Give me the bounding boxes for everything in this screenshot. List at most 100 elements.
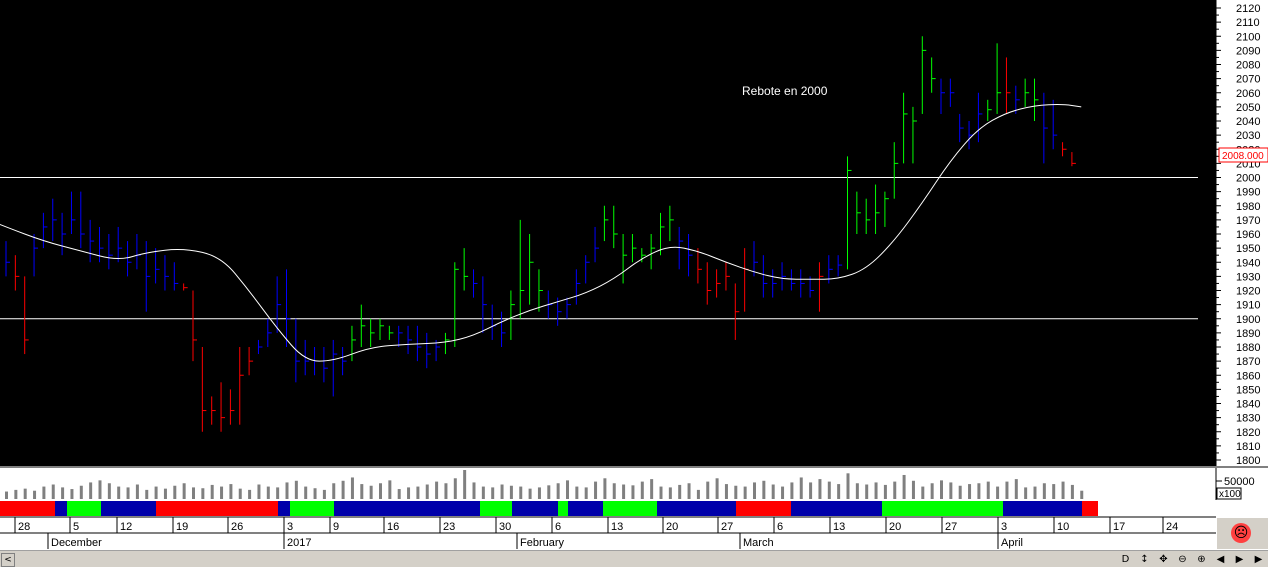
ohlc-bar [772, 269, 777, 298]
horizontal-scrollbar[interactable]: < [0, 550, 1116, 567]
y-tick-label: 2060 [1236, 88, 1260, 100]
volume-bar [799, 477, 803, 499]
volume-bar [668, 487, 672, 499]
ohlc-bar [454, 262, 459, 347]
toolbar-right-arrow-icon[interactable]: ▶ [1235, 553, 1244, 565]
volume-bar [98, 480, 102, 499]
month-label: 2017 [287, 537, 311, 549]
volume-bar [14, 489, 18, 499]
volume-bar [369, 485, 373, 499]
ohlc-bar [108, 234, 113, 270]
date-day-label: 17 [1113, 521, 1125, 533]
volume-bar [865, 484, 869, 499]
volume-bar [734, 485, 738, 499]
ohlc-bar [697, 248, 702, 284]
ohlc-bar [360, 304, 366, 347]
ohlc-bar [790, 269, 796, 291]
ohlc-bar [342, 347, 347, 376]
volume-bar [154, 486, 158, 499]
ohlc-bar [594, 226, 600, 263]
toolbar-d-button[interactable]: D [1121, 553, 1130, 565]
volume-bar [893, 481, 897, 499]
ohlc-bar [622, 234, 628, 284]
ohlc-bar [388, 325, 394, 340]
ohlc-bar [1034, 78, 1039, 121]
ohlc-bar [893, 142, 899, 199]
band-segment [0, 501, 55, 516]
ohlc-bar [211, 396, 216, 425]
date-day-label: 19 [176, 521, 188, 533]
volume-bar [407, 487, 411, 499]
volume-bar [724, 484, 728, 499]
band-segment [278, 501, 290, 516]
ohlc-bar [127, 241, 132, 277]
ohlc-bar [473, 269, 478, 298]
month-label: February [520, 537, 565, 549]
date-day-label: 12 [120, 521, 132, 533]
ohlc-bar [875, 184, 880, 234]
toolbar-scale-icon[interactable]: ↕ [1140, 553, 1149, 565]
volume-bar [201, 488, 205, 499]
ohlc-bar [940, 78, 945, 114]
volume-bar [659, 486, 663, 499]
date-day-label: 6 [555, 521, 561, 533]
ohlc-bar [1062, 142, 1067, 157]
volume-bar [921, 486, 925, 499]
ohlc-bar [286, 269, 291, 347]
volume-bar [126, 487, 130, 499]
toolbar-zoom-in-icon[interactable]: ⊕ [1197, 553, 1206, 565]
y-tick-label: 1820 [1236, 427, 1260, 439]
y-tick-label: 2110 [1236, 17, 1260, 29]
toolbar-zoom-out-icon[interactable]: ⊖ [1178, 553, 1187, 565]
date-day-label: 24 [1166, 521, 1178, 533]
ohlc-bar [977, 92, 983, 143]
chart-toolbar: D ↕ ✥ ⊖ ⊕ ◀ ▶ ▶ [1116, 550, 1268, 567]
toolbar-move-icon[interactable]: ✥ [1159, 553, 1168, 565]
volume-bar [341, 480, 345, 499]
ohlc-bar [267, 318, 272, 347]
y-tick-label: 1940 [1236, 257, 1260, 269]
y-tick-label: 1860 [1236, 370, 1260, 382]
ohlc-bar [688, 234, 693, 277]
date-axis: 28 5 12 19 26 3 9 16 23 30 6 13 20 27 6 13 20 27 3 10 17 24 De… [14, 517, 1178, 549]
ohlc-bar [52, 198, 57, 242]
ohlc-bar [426, 332, 431, 369]
ohlc-bar [921, 36, 927, 114]
y-tick-label: 1810 [1236, 441, 1260, 453]
ohlc-bar [24, 276, 29, 355]
volume-bar [257, 484, 261, 499]
volume-bar [883, 484, 887, 499]
ohlc-bar [1071, 152, 1076, 167]
volume-bar [594, 481, 598, 499]
date-day-label: 6 [777, 521, 783, 533]
y-axis-ticks: 1800 1810 1820 1830 1840 1850 1860 1870 1880 1890… [1216, 3, 1260, 467]
band-segment [657, 501, 736, 516]
date-day-label: 30 [499, 521, 511, 533]
volume-bar [612, 483, 616, 499]
date-day-label: 13 [611, 521, 623, 533]
volume-bar [584, 487, 588, 499]
last-price-box: 2008.000 [1218, 147, 1268, 163]
band-segment [791, 501, 882, 516]
month-label: April [1001, 537, 1023, 549]
ohlc-bar [482, 276, 487, 333]
band-segment [156, 501, 278, 516]
ohlc-bar [155, 248, 160, 284]
sad-face-icon[interactable]: ☹ [1231, 523, 1251, 543]
ohlc-bar [631, 234, 637, 263]
volume-bar [117, 486, 121, 499]
volume-multiplier-box [1216, 487, 1242, 500]
ohlc-bar [987, 99, 992, 121]
volume-bar [1052, 484, 1056, 499]
scroll-left-button[interactable]: < [1, 553, 15, 567]
volume-bar [1042, 483, 1046, 499]
plot-background [0, 0, 1216, 466]
y-tick-label: 1890 [1236, 328, 1260, 340]
volume-bar [781, 486, 785, 499]
ohlc-bar [641, 248, 646, 263]
toolbar-end-icon[interactable]: ▶ [1254, 553, 1263, 565]
volume-bar [696, 489, 700, 499]
toolbar-left-arrow-icon[interactable]: ◀ [1216, 553, 1225, 565]
band-segment [1003, 501, 1082, 516]
band-segment [55, 501, 67, 516]
